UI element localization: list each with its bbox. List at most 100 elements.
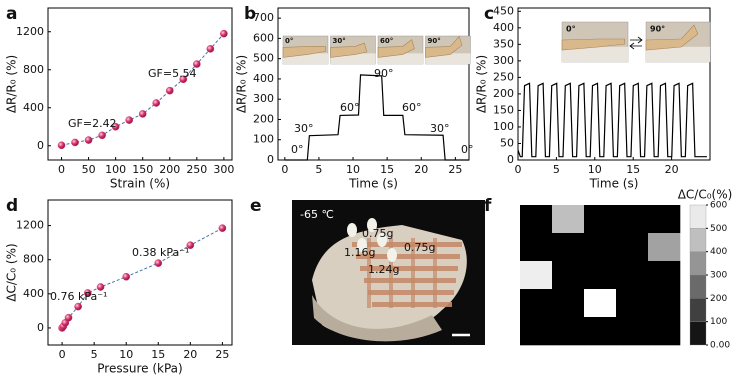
annotation: 1.24g xyxy=(368,263,399,276)
heatmap-cell xyxy=(648,233,681,262)
inset-floor xyxy=(283,53,328,64)
y-tick-label: 200 xyxy=(493,87,514,100)
x-tick-label: 15 xyxy=(151,348,165,361)
y-tick-label: 1200 xyxy=(16,219,44,232)
x-tick-label: 20 xyxy=(414,163,428,176)
x-tick-label: 10 xyxy=(346,163,360,176)
colorbar-title: ΔC/C₀(%) xyxy=(678,188,732,202)
panel-letter: f xyxy=(484,196,492,216)
x-tick-label: 15 xyxy=(626,163,640,176)
data-point xyxy=(74,302,82,311)
inset-floor xyxy=(646,46,710,62)
annotation: 90° xyxy=(374,67,394,80)
annotation: 0° xyxy=(461,143,474,156)
data-point xyxy=(154,259,163,267)
y-axis-label: ΔR/R₀ (%) xyxy=(235,55,249,113)
x-tick-label: 0 xyxy=(58,163,65,176)
weight xyxy=(347,223,357,237)
inset-label: 60° xyxy=(380,37,393,45)
x-axis-label: Pressure (kPa) xyxy=(97,362,182,376)
finger-shape xyxy=(645,24,699,51)
inset-floor xyxy=(562,46,628,62)
data-point xyxy=(193,60,201,68)
data-point xyxy=(96,283,105,291)
panel-letter: d xyxy=(6,196,18,216)
data-point xyxy=(71,138,79,147)
annotation: 30° xyxy=(294,122,314,135)
plot-frame xyxy=(517,7,711,161)
hand-shadow xyxy=(312,295,442,342)
fit-line xyxy=(61,227,223,329)
arrow xyxy=(629,36,643,50)
y-tick-label: 1200 xyxy=(16,25,44,38)
colorbar-band xyxy=(689,274,707,299)
data-point xyxy=(206,45,215,53)
annotation: 1.16g xyxy=(344,246,375,259)
data-point xyxy=(218,224,227,232)
x-tick-label: 15 xyxy=(380,163,394,176)
heatmap-cell xyxy=(552,317,585,346)
y-tick-label: 0 xyxy=(37,139,44,152)
copper-strip xyxy=(389,238,393,308)
colorbar-tick-label: 200 xyxy=(710,294,727,304)
inset-label: 30° xyxy=(333,37,346,45)
heatmap-cell xyxy=(616,289,649,318)
x-tick-label: 10 xyxy=(119,348,133,361)
finger-shape xyxy=(330,42,368,58)
x-tick-label: 300 xyxy=(213,163,234,176)
copper-strip xyxy=(367,238,371,308)
annotation: 60° xyxy=(402,101,422,114)
heatmap-cell xyxy=(648,261,681,290)
data-point xyxy=(64,313,73,322)
heatmap-cell xyxy=(616,205,649,234)
heatmap-cell xyxy=(648,289,681,318)
x-tick-label: 20 xyxy=(665,163,679,176)
annotation: 60° xyxy=(340,101,360,114)
colorbar-band xyxy=(689,321,707,346)
weight xyxy=(377,233,387,247)
heatmap-cell xyxy=(520,233,553,262)
heatmap-cell xyxy=(648,205,681,234)
x-tick-label: 10 xyxy=(588,163,602,176)
weight xyxy=(367,218,377,232)
data-point xyxy=(220,29,228,38)
x-tick-label: 0 xyxy=(281,163,288,176)
x-axis-label: Time (s) xyxy=(589,177,639,191)
heatmap-cell xyxy=(552,233,585,262)
heatmap-cell xyxy=(584,289,617,318)
copper-strip xyxy=(364,278,456,283)
inset-floor xyxy=(378,53,423,64)
colorbar-tick-label: 100 xyxy=(710,317,727,327)
y-tick-label: 0 xyxy=(37,321,44,334)
y-tick-label: 400 xyxy=(23,287,44,300)
colorbar-tick-label: 0.00 xyxy=(710,341,730,351)
x-tick-label: 5 xyxy=(315,163,322,176)
panel-letter: e xyxy=(250,196,262,216)
annotation: 0.75g xyxy=(404,241,435,254)
annotation: GF=5.54 xyxy=(148,67,197,80)
data-point xyxy=(165,86,174,95)
heatmap-cell xyxy=(584,233,617,262)
y-tick-label: 250 xyxy=(493,70,514,83)
heatmap-cell xyxy=(520,317,553,346)
inset-label: 0° xyxy=(566,25,576,34)
x-tick-label: 200 xyxy=(159,163,180,176)
x-axis-label: Time (s) xyxy=(348,177,398,191)
copper-strip xyxy=(356,254,460,259)
data-point xyxy=(125,116,133,124)
y-tick-label: 600 xyxy=(253,31,274,44)
x-tick-label: 25 xyxy=(448,163,462,176)
heatmap-cell xyxy=(552,261,585,290)
heatmap-cell xyxy=(616,233,649,262)
weight xyxy=(357,238,367,252)
annotation: GF=2.42 xyxy=(68,117,117,130)
data-point xyxy=(122,272,131,281)
data-point xyxy=(57,141,66,150)
data-point xyxy=(138,110,147,118)
annotation: -65 ℃ xyxy=(300,208,334,221)
heatmap-cell xyxy=(584,261,617,290)
y-tick-label: 450 xyxy=(493,4,514,17)
x-tick-label: 150 xyxy=(132,163,153,176)
heatmap-cell xyxy=(552,289,585,318)
